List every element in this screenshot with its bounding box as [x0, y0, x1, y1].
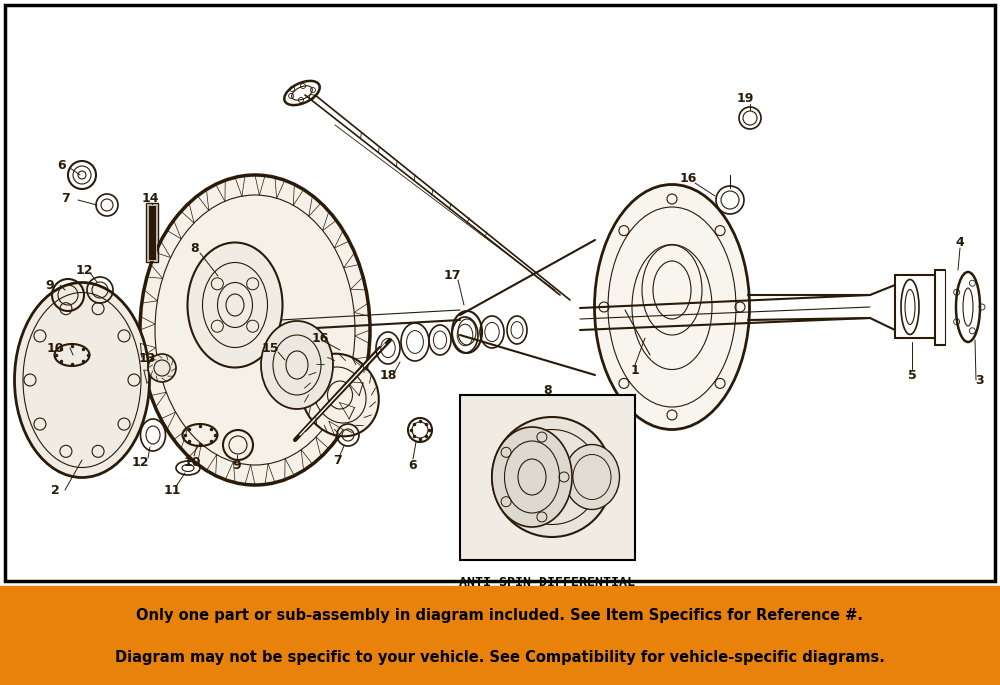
Text: 16: 16 — [311, 332, 329, 345]
Text: 8: 8 — [544, 384, 552, 397]
Text: 12: 12 — [131, 456, 149, 469]
Text: Only one part or sub-assembly in diagram included. See Item Specifics for Refere: Only one part or sub-assembly in diagram… — [136, 608, 864, 623]
Text: 1: 1 — [631, 364, 639, 377]
Text: 10: 10 — [183, 456, 201, 469]
Text: Diagram may not be specific to your vehicle. See Compatibility for vehicle-speci: Diagram may not be specific to your vehi… — [115, 649, 885, 664]
Bar — [146, 203, 158, 262]
Bar — [5, 5, 995, 581]
Bar — [148, 205, 156, 260]
Ellipse shape — [14, 282, 150, 477]
Ellipse shape — [188, 242, 283, 367]
Text: ANTI SPIN DIFFERENTIAL: ANTI SPIN DIFFERENTIAL — [459, 575, 635, 588]
Text: 9: 9 — [46, 279, 54, 292]
Ellipse shape — [492, 417, 612, 537]
Text: 6: 6 — [58, 158, 66, 171]
Ellipse shape — [301, 353, 379, 436]
Text: 8: 8 — [191, 242, 199, 255]
Text: 6: 6 — [409, 458, 417, 471]
Text: 11: 11 — [163, 484, 181, 497]
Bar — [0, 586, 1000, 685]
Text: 17: 17 — [443, 269, 461, 282]
Text: 16: 16 — [679, 171, 697, 184]
Text: 19: 19 — [736, 92, 754, 105]
Text: 7: 7 — [333, 453, 341, 466]
Text: 13: 13 — [138, 351, 156, 364]
Ellipse shape — [594, 184, 750, 429]
Text: 4: 4 — [956, 236, 964, 249]
Ellipse shape — [148, 354, 176, 382]
Text: 18: 18 — [379, 369, 397, 382]
Ellipse shape — [261, 321, 333, 409]
Text: 2: 2 — [51, 484, 59, 497]
Ellipse shape — [492, 427, 572, 527]
Text: 3: 3 — [976, 373, 984, 386]
Text: 5: 5 — [908, 369, 916, 382]
Text: 10: 10 — [46, 342, 64, 355]
Text: 14: 14 — [141, 192, 159, 205]
Bar — [148, 205, 156, 260]
Ellipse shape — [140, 175, 370, 485]
Text: 7: 7 — [61, 192, 69, 205]
Bar — [460, 395, 635, 560]
Ellipse shape — [564, 445, 620, 510]
Text: 12: 12 — [75, 264, 93, 277]
Text: 9: 9 — [233, 458, 241, 471]
Text: 15: 15 — [261, 342, 279, 355]
